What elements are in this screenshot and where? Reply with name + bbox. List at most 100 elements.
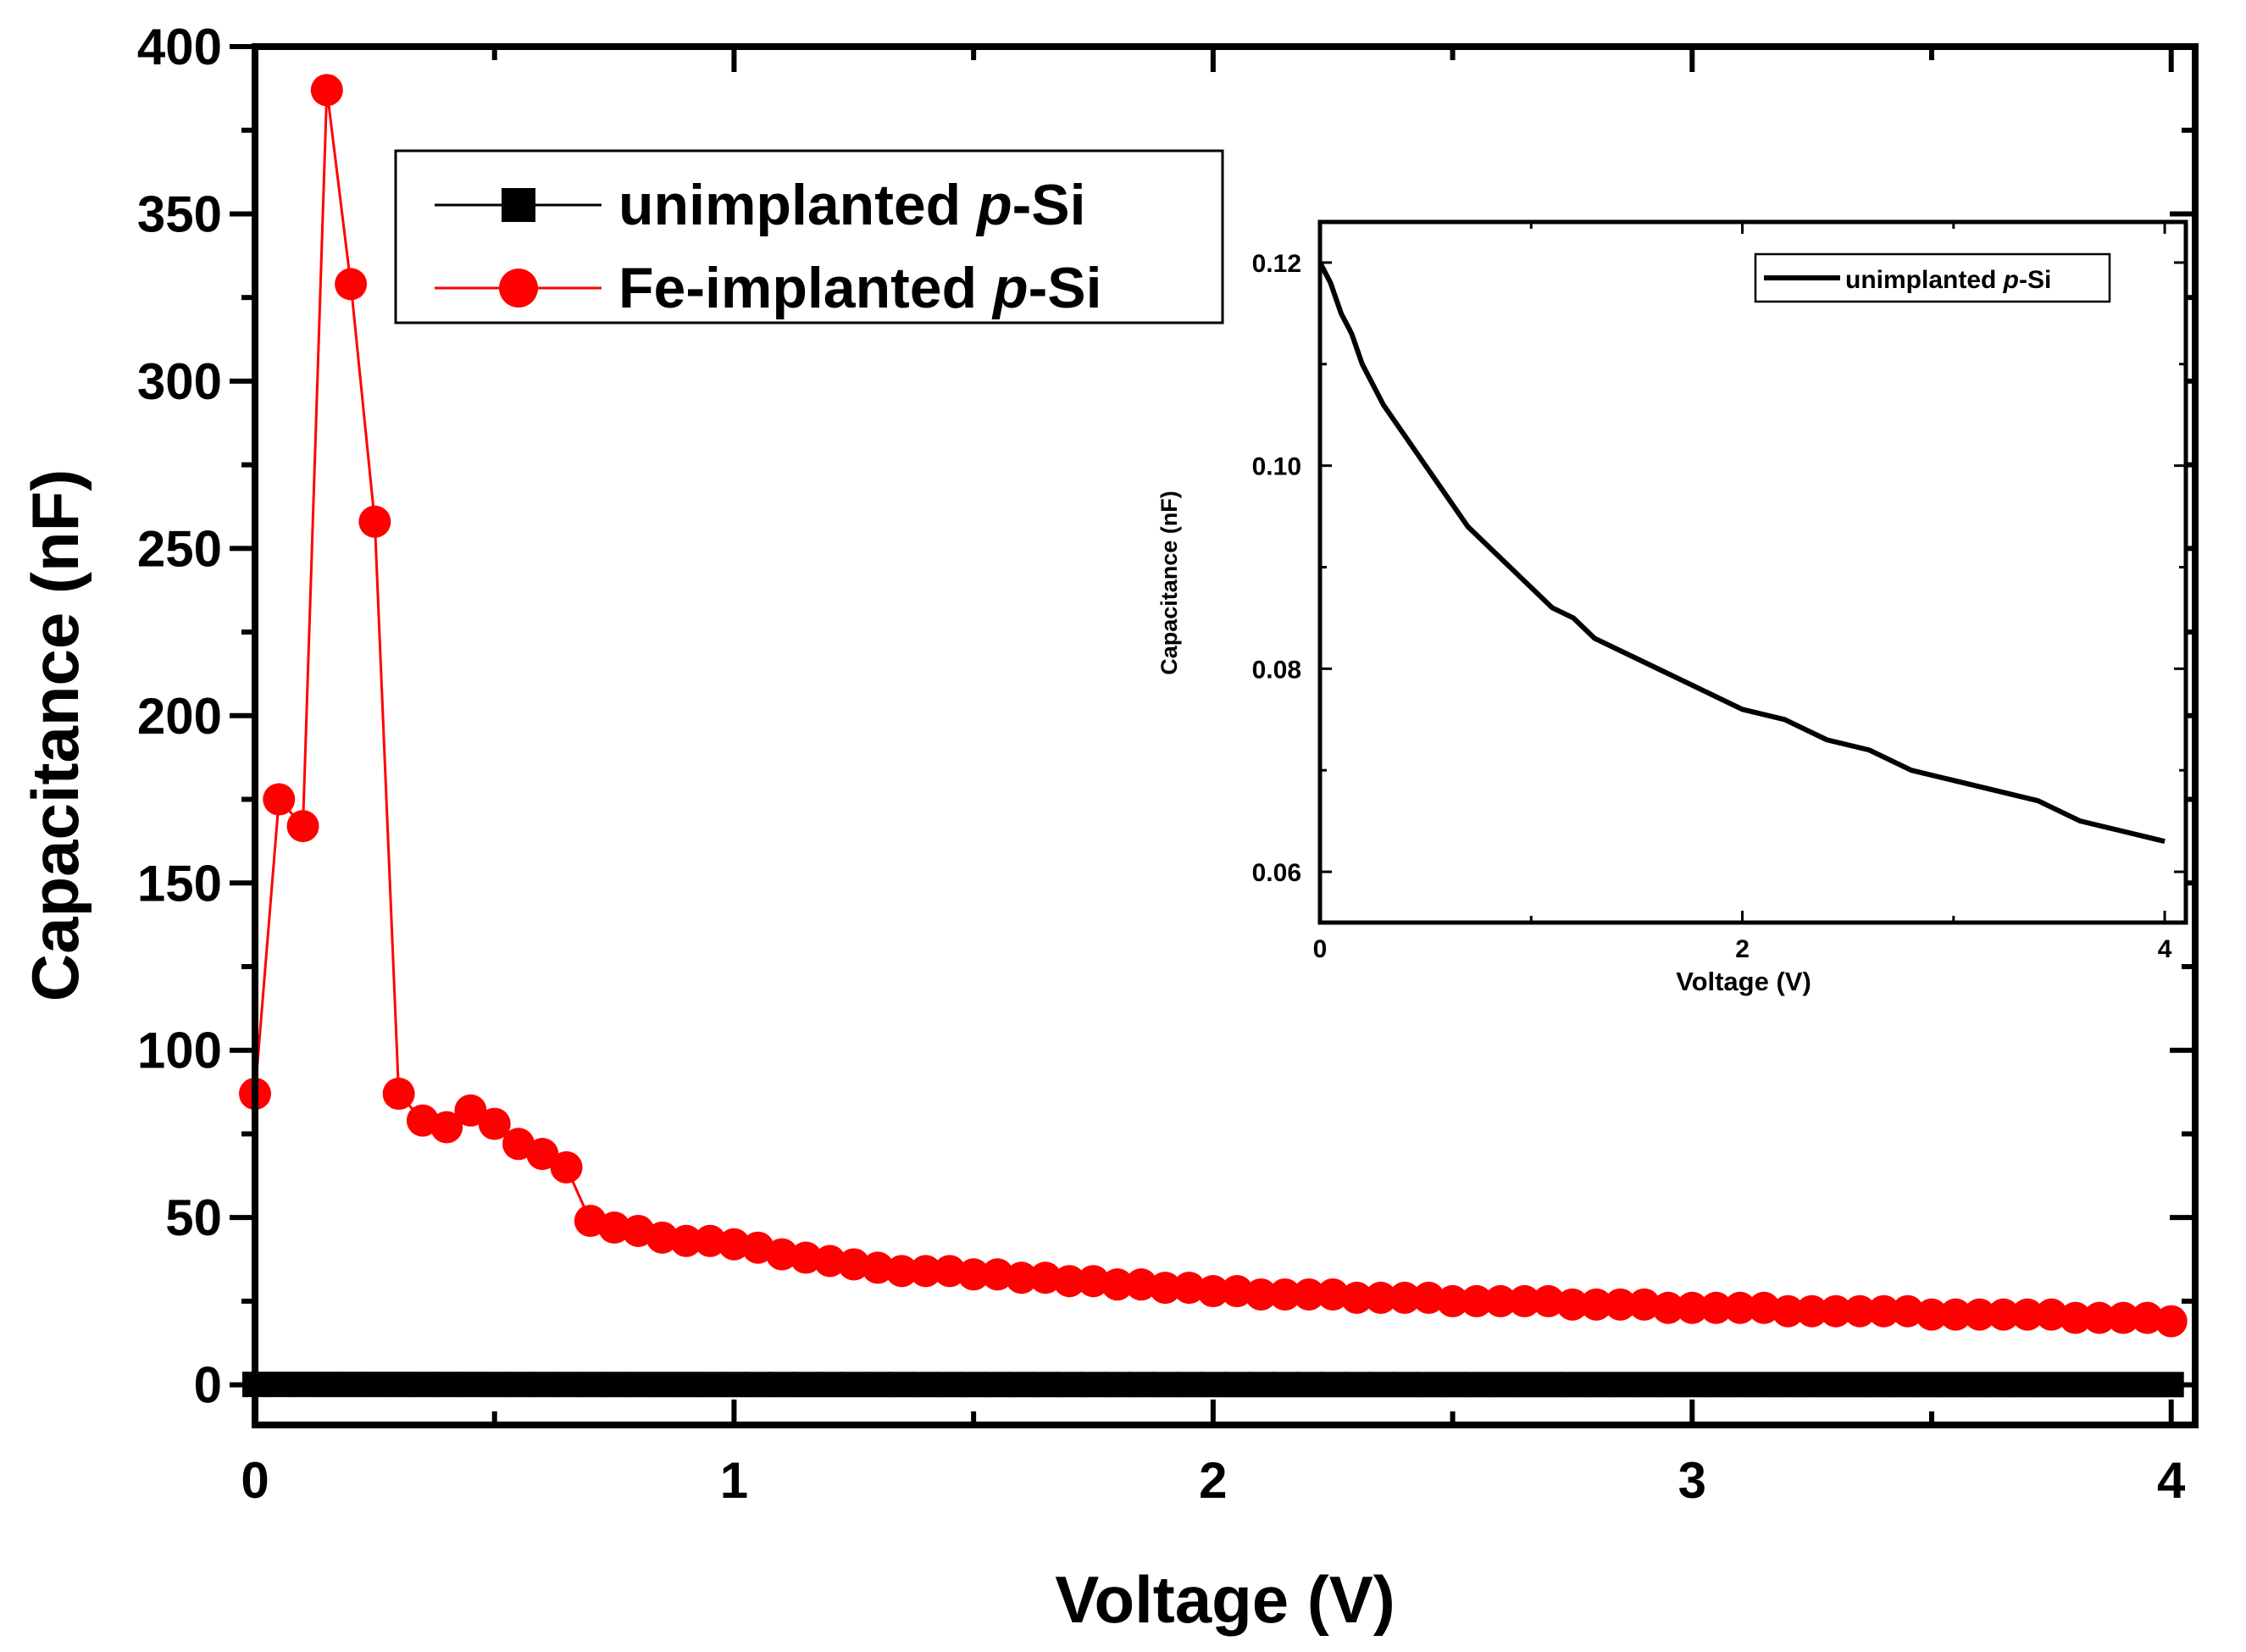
unimplanted-data-point — [1990, 1372, 2016, 1398]
unimplanted-data-point — [1894, 1372, 1921, 1398]
unimplanted-data-point — [1679, 1372, 1705, 1398]
unimplanted-data-point — [961, 1372, 987, 1398]
unimplanted-data-point — [1655, 1372, 1682, 1398]
unimplanted-data-point — [602, 1372, 628, 1398]
unimplanted-data-point — [1463, 1372, 1489, 1398]
fe-implanted-data-point — [598, 1211, 631, 1245]
unimplanted-data-point — [1799, 1372, 1825, 1398]
fe-implanted-data-point — [1484, 1284, 1517, 1317]
fe-implanted-data-point — [1221, 1275, 1254, 1308]
fe-implanted-data-point — [1532, 1284, 1565, 1317]
main-series-layer — [239, 74, 2188, 1398]
legend-unimplanted-label: unimplanted p-Si — [618, 173, 1086, 237]
unimplanted-data-point — [889, 1372, 915, 1398]
fe-implanted-data-point — [2154, 1305, 2188, 1338]
unimplanted-data-point — [1607, 1372, 1633, 1398]
fe-implanted-data-point — [1676, 1291, 1709, 1324]
unimplanted-data-point — [1511, 1372, 1538, 1398]
inset-axis-ticks — [1318, 222, 2186, 923]
fe-implanted-data-point — [335, 268, 368, 301]
inset-y-tick-label: 0.08 — [1252, 656, 1301, 684]
unimplanted-data-point — [481, 1372, 507, 1398]
fe-implanted-data-point — [358, 505, 391, 538]
main-y-tick-label: 0 — [194, 1357, 222, 1414]
unimplanted-data-point — [1392, 1372, 1418, 1398]
inset-series-layer — [1317, 261, 2166, 845]
inset-y-axis-title: Capacitance (nF) — [1156, 491, 1182, 675]
unimplanted-data-point — [793, 1372, 819, 1398]
fe-implanted-data-point — [646, 1221, 679, 1254]
unimplanted-data-point — [1224, 1372, 1251, 1398]
fe-implanted-data-point — [694, 1224, 727, 1257]
unimplanted-data-point — [290, 1372, 316, 1398]
unimplanted-data-point — [1008, 1372, 1034, 1398]
fe-implanted-data-point — [885, 1255, 918, 1288]
fe-implanted-data-point — [933, 1255, 966, 1288]
fe-implanted-data-point — [310, 74, 343, 107]
unimplanted-data-point — [1416, 1372, 1442, 1398]
fe-implanted-data-point — [1508, 1284, 1541, 1317]
inset-x-tick-label: 0 — [1313, 935, 1328, 963]
main-y-tick-label: 400 — [137, 19, 222, 75]
fe-implanted-data-point — [1292, 1278, 1325, 1311]
unimplanted-data-point — [673, 1372, 699, 1398]
inset-y-tick-label: 0.10 — [1252, 453, 1301, 481]
unimplanted-data-point — [313, 1372, 340, 1398]
main-y-tick-label: 300 — [137, 353, 222, 410]
inset-background — [1320, 222, 2186, 923]
fe-implanted-data-point — [1005, 1261, 1038, 1294]
fe-implanted-data-point — [430, 1111, 463, 1144]
unimplanted-data-point — [1129, 1372, 1155, 1398]
fe-implanted-data-point — [1939, 1298, 1972, 1331]
fe-implanted-data-point — [1652, 1291, 1685, 1324]
main-y-tick-label: 50 — [165, 1189, 222, 1246]
fe-implanted-data-point — [1723, 1291, 1756, 1324]
unimplanted-data-point — [1104, 1372, 1130, 1398]
main-y-tick-label: 350 — [137, 186, 222, 242]
inset-legend: unimplanted p-Si — [1754, 252, 2111, 303]
unimplanted-data-point — [1727, 1372, 1753, 1398]
unimplanted-data-point — [1583, 1372, 1610, 1398]
fe-implanted-data-point — [2059, 1301, 2092, 1334]
fe-implanted-data-point — [1077, 1265, 1110, 1298]
fe-implanted-data-point — [765, 1238, 798, 1271]
fe-implanted-data-point — [1748, 1291, 1781, 1324]
unimplanted-data-point — [649, 1372, 675, 1398]
main-plot: 0 1 2 3 4 0 50 100 150 200 250 300 350 400 Voltage (V… — [18, 19, 2199, 1637]
fe-implanted-data-point — [2035, 1298, 2068, 1331]
unimplanted-data-point — [505, 1372, 531, 1398]
fe-implanted-data-point — [1053, 1265, 1086, 1298]
main-plot-frame — [252, 43, 2199, 1428]
fe-implanted-data-point — [1173, 1272, 1206, 1305]
main-x-tick-label: 1 — [720, 1452, 748, 1509]
unimplanted-data-point — [1703, 1372, 1729, 1398]
fe-implanted-data-point — [1029, 1261, 1062, 1294]
fe-implanted-data-point — [1149, 1272, 1182, 1305]
fe-implanted-data-point — [1460, 1284, 1493, 1317]
fe-implanted-data-point — [1412, 1281, 1445, 1314]
fe-implanted-data-point — [1340, 1281, 1373, 1314]
fe-implanted-data-point — [2107, 1301, 2140, 1334]
fe-implanted-data-point — [1245, 1278, 1278, 1311]
fe-implanted-data-point — [1268, 1278, 1301, 1311]
fe-implanted-data-point — [837, 1248, 870, 1281]
fe-implanted-data-point — [1125, 1268, 1158, 1301]
inset-series-unimplanted-line — [1317, 261, 2166, 845]
unimplanted-data-point — [1056, 1372, 1083, 1398]
unimplanted-data-point — [2134, 1372, 2160, 1398]
fe-implanted-data-point — [1604, 1288, 1637, 1321]
fe-implanted-data-point — [454, 1094, 487, 1127]
unimplanted-data-point — [1439, 1372, 1466, 1398]
unimplanted-data-point — [409, 1372, 435, 1398]
unimplanted-data-point — [2062, 1372, 2088, 1398]
unimplanted-data-point — [625, 1372, 652, 1398]
fe-implanted-data-point — [1700, 1291, 1733, 1324]
unimplanted-data-point — [1871, 1372, 1897, 1398]
unimplanted-data-point — [745, 1372, 771, 1398]
fe-implanted-data-point — [263, 783, 296, 816]
unimplanted-data-point — [553, 1372, 580, 1398]
legend-unimplanted-marker — [502, 188, 535, 222]
unimplanted-data-point — [577, 1372, 603, 1398]
unimplanted-data-point — [1176, 1372, 1202, 1398]
unimplanted-data-point — [1295, 1372, 1322, 1398]
